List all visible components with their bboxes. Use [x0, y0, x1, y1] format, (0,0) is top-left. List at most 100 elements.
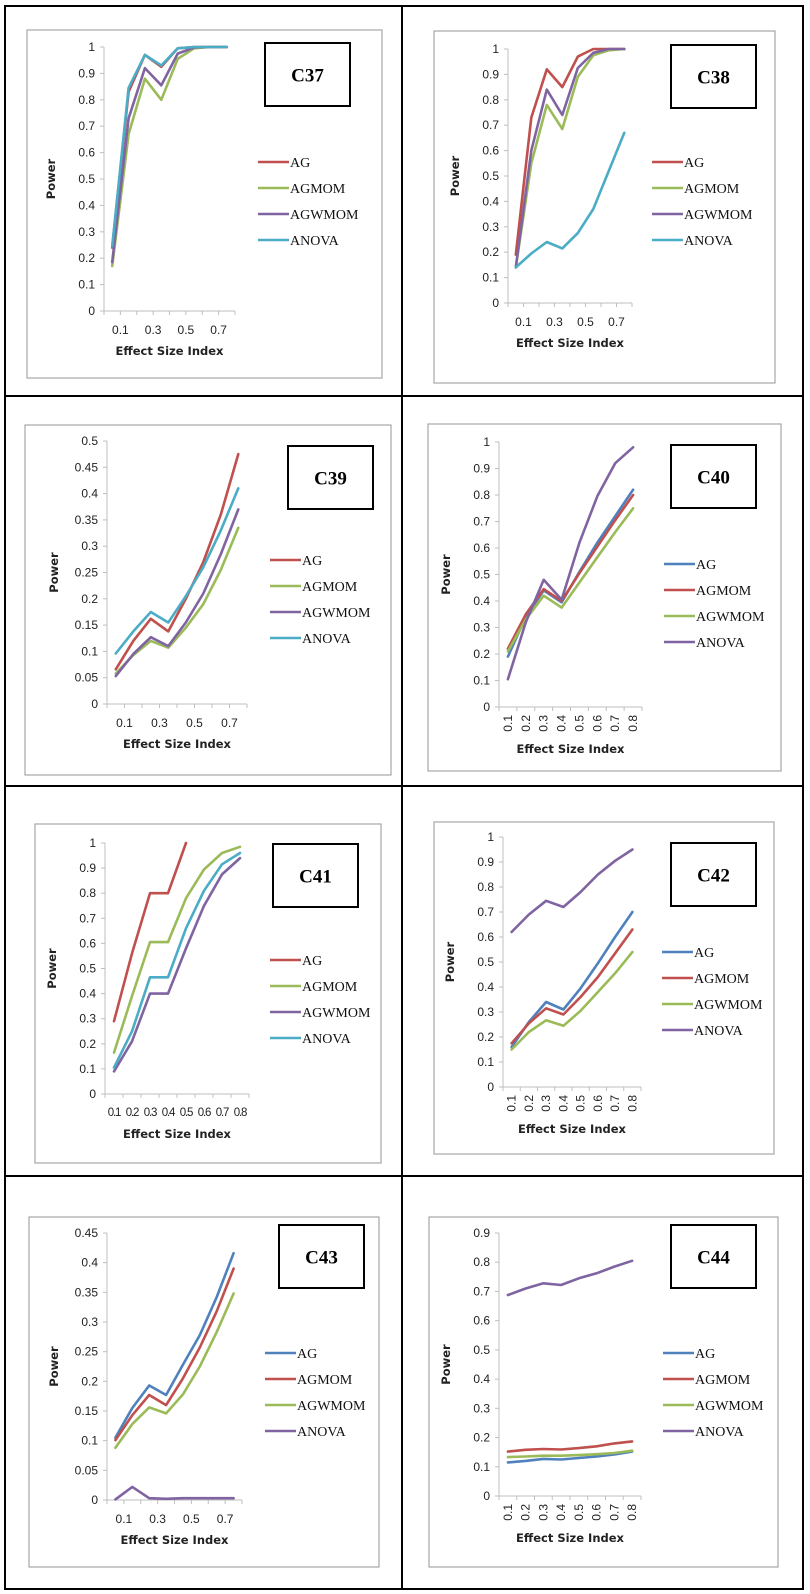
- x-tick-label: 0.5: [180, 1107, 193, 1119]
- x-tick-label: 0.1: [116, 716, 133, 730]
- legend-item: AGMOM: [652, 182, 740, 197]
- legend-label: ANOVA: [694, 1024, 744, 1039]
- chart-title: C37: [291, 66, 324, 87]
- legend-label: AGWMOM: [297, 1399, 366, 1414]
- series-line-ag: [114, 452, 240, 671]
- x-tick-label: 0.2: [519, 715, 533, 732]
- legend-item: AGMOM: [663, 1373, 751, 1388]
- series-line-anova: [112, 851, 242, 1069]
- legend-item: ANOVA: [663, 1425, 745, 1440]
- chart-c38: 0 0.1 0.2 0.3 0.4 0.5 0.6 0.7 0.8 0.9 1 0.1 0.3 0.5 0.…: [433, 30, 776, 384]
- chart-c37: 0 0.1 0.2 0.3 0.4 0.5 0.6 0.7 0.8 0.9 1 0.1 0.3 0.5 0.…: [26, 29, 383, 379]
- legend-label: AG: [297, 1347, 317, 1362]
- legend-item: ANOVA: [258, 234, 340, 249]
- legend-item: AG: [662, 946, 714, 961]
- legend-item: AG: [265, 1347, 317, 1362]
- legend-item: AG: [258, 156, 310, 171]
- y-tick-label: 0.1: [477, 1055, 494, 1069]
- series-line-anova: [514, 131, 626, 269]
- legend-label: AGMOM: [694, 972, 750, 987]
- x-tick-label: 0.7: [607, 1504, 621, 1521]
- x-tick-label: 0.6: [590, 715, 604, 732]
- y-tick-label: 0.3: [81, 1315, 98, 1329]
- series-line-agwmom: [514, 47, 626, 269]
- y-tick-label: 0.45: [75, 460, 99, 474]
- legend-item: AGWMOM: [270, 1006, 371, 1021]
- y-tick-label: 0.8: [79, 886, 96, 900]
- chart-c44: 00.10.20.30.40.50.60.70.80.90.1 0.2 0.3 0.4…: [428, 1216, 779, 1568]
- legend-item: ANOVA: [664, 636, 746, 651]
- x-tick-label: 0.3: [546, 315, 563, 329]
- x-tick-label: 0.2: [519, 1504, 533, 1521]
- chart-title-box: [670, 842, 757, 907]
- y-tick-label: 0.6: [79, 936, 96, 950]
- series-line-anova: [110, 45, 229, 248]
- y-tick-label: 0.8: [473, 488, 490, 502]
- series-line-agwmom: [510, 950, 634, 1051]
- legend-item: AG: [270, 554, 322, 569]
- legend-item: AGWMOM: [662, 998, 763, 1013]
- x-tick-label: 0.7: [217, 1512, 234, 1526]
- y-tick-label: 0.3: [78, 225, 95, 239]
- y-tick-label: 0.9: [78, 66, 95, 80]
- y-tick-label: 0.5: [79, 962, 96, 976]
- legend-label: AGWMOM: [696, 610, 765, 625]
- y-tick-label: 0.2: [79, 1037, 96, 1051]
- y-tick-label: 0.6: [473, 1314, 490, 1328]
- x-tick-label: 0.5: [183, 1512, 200, 1526]
- legend-label: AGMOM: [302, 980, 358, 995]
- figure-grid: [4, 5, 804, 1590]
- row-divider: [6, 1175, 802, 1177]
- x-tick-label: 0.8: [625, 1504, 639, 1521]
- legend-item: ANOVA: [270, 632, 352, 647]
- series-line-agmom: [514, 47, 626, 269]
- y-tick-label: 0.9: [473, 1226, 490, 1240]
- x-tick-label: 0.8: [234, 1107, 247, 1119]
- y-tick-label: 0.3: [473, 1401, 490, 1415]
- legend-label: AGWMOM: [302, 1006, 371, 1021]
- x-tick-label: 0.4: [162, 1107, 176, 1119]
- x-tick-label: 0.7: [608, 715, 622, 732]
- chart-title: C41: [299, 867, 332, 888]
- legend-label: ANOVA: [290, 234, 340, 249]
- y-tick-label: 0.1: [473, 674, 490, 688]
- chart-title-box: [670, 444, 757, 509]
- series-line-anova: [506, 445, 635, 681]
- chart-title: C43: [305, 1248, 338, 1269]
- legend-label: AGWMOM: [694, 998, 763, 1013]
- legend-label: AG: [694, 946, 714, 961]
- legend-label: AGMOM: [290, 182, 346, 197]
- x-tick-label: 0.3: [536, 1504, 550, 1521]
- series-line-anova: [114, 486, 240, 655]
- x-tick-label: 0.3: [144, 1107, 157, 1119]
- y-tick-label: 0.15: [75, 1404, 99, 1418]
- legend-label: AG: [290, 156, 310, 171]
- x-tick-label: 0.3: [151, 716, 168, 730]
- y-axis-label: Power: [439, 1344, 453, 1385]
- y-axis-label: Power: [47, 552, 61, 593]
- legend-label: AGWMOM: [302, 606, 371, 621]
- x-tick-label: 0.1: [108, 1107, 121, 1119]
- y-tick-label: 0.5: [477, 955, 494, 969]
- chart-c41: 0 0.1 0.2 0.3 0.4 0.5 0.6 0.7 0.8 0.9 1 0.1 0.2 0.3 0.…: [34, 823, 382, 1164]
- y-tick-label: 0.3: [482, 220, 499, 234]
- x-axis-label: Effect Size Index: [116, 344, 225, 358]
- y-tick-label: 0.7: [473, 1284, 490, 1298]
- x-tick-label: 0.3: [145, 323, 162, 337]
- y-tick-label: 0.4: [81, 1256, 98, 1270]
- chart-c39: 0 0.05 0.1 0.15 0.2 0.25 0.3 0.35 0.4 0.45 0.5 0.1 0…: [24, 424, 392, 776]
- y-tick-label: 0.2: [81, 592, 98, 606]
- chart-title-box: [670, 44, 757, 109]
- y-tick-label: 0.7: [477, 905, 494, 919]
- legend-label: ANOVA: [302, 632, 352, 647]
- x-tick-label: 0.6: [198, 1107, 211, 1119]
- x-tick-label: 0.1: [112, 323, 129, 337]
- legend-label: AGMOM: [684, 182, 740, 197]
- y-tick-label: 0.25: [75, 566, 99, 580]
- y-tick-label: 0.1: [473, 1460, 490, 1474]
- y-tick-label: 0.4: [78, 198, 95, 212]
- y-axis-label: Power: [45, 948, 59, 989]
- chart-c40: 00.10.20.30.40.50.60.70.80.910.1 0.2 0.3 0.…: [427, 423, 782, 772]
- y-tick-label: 0.4: [473, 594, 490, 608]
- y-tick-label: 0: [89, 1087, 96, 1101]
